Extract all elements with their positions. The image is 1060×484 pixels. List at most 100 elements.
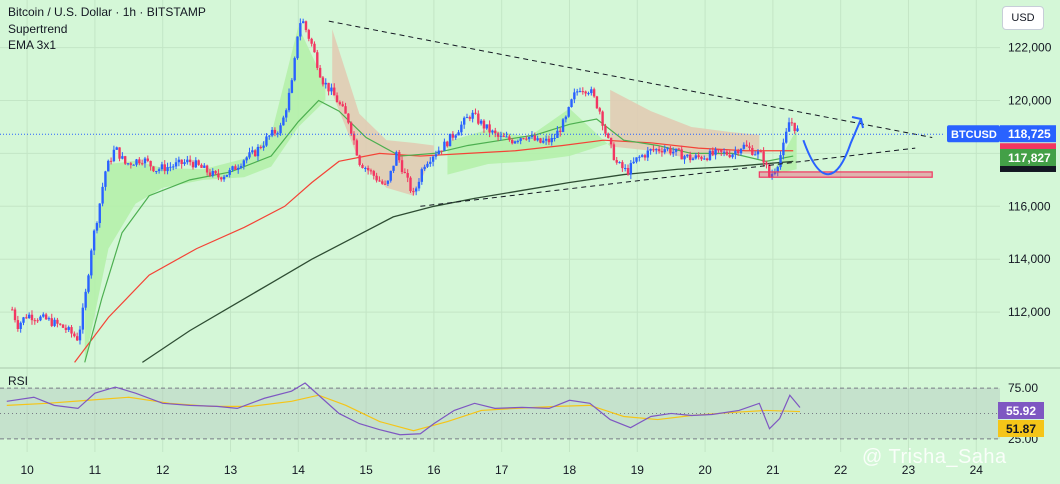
candle-body — [672, 151, 675, 154]
candle-body — [691, 158, 695, 161]
candle-body — [42, 314, 45, 317]
candle-body — [36, 320, 39, 322]
candle-body — [217, 173, 220, 178]
candle-body — [92, 230, 96, 251]
candle-body — [265, 136, 268, 146]
candle-body — [638, 156, 641, 158]
candle-body — [366, 167, 370, 171]
y-axis-labels: 122,000120,000118,000116,000114,000112,0… — [1008, 41, 1052, 319]
rsi-value-tag-text: 55.92 — [1006, 404, 1036, 418]
candle-body — [434, 154, 438, 157]
candle-body — [720, 149, 723, 152]
indicator-ema-label[interactable]: EMA 3x1 — [8, 38, 57, 52]
candle-body — [75, 336, 79, 341]
ema-slow-line — [142, 160, 794, 363]
candle-body — [550, 138, 553, 143]
candle-body — [398, 152, 401, 161]
y-tick-label: 116,000 — [1008, 199, 1051, 213]
candle-body — [607, 133, 610, 138]
candle-body — [502, 135, 505, 137]
candle-body — [782, 142, 785, 156]
candle-body — [635, 157, 638, 162]
candle-body — [276, 133, 279, 135]
candle-body — [149, 160, 152, 167]
candle-body — [592, 89, 596, 97]
x-tick-label: 12 — [156, 463, 170, 477]
candle-body — [30, 314, 34, 321]
candle-body — [584, 91, 587, 94]
rsi-ma-tag-bg — [998, 420, 1044, 437]
candle-body — [44, 314, 48, 320]
candle-body — [567, 107, 570, 117]
candle-body — [304, 21, 308, 31]
candle-body — [573, 92, 576, 100]
candle-body — [98, 203, 101, 224]
candle-body — [604, 125, 607, 134]
candle-body — [423, 166, 426, 170]
candle-body — [321, 77, 325, 85]
x-tick-label: 23 — [902, 463, 916, 477]
candle-body — [180, 159, 183, 165]
candle-body — [429, 161, 432, 164]
candle-body — [372, 171, 375, 176]
candle-body — [378, 180, 381, 182]
candle-body — [530, 135, 534, 137]
candle-body — [242, 160, 246, 167]
candle-body — [316, 52, 319, 68]
candle-body — [787, 122, 791, 132]
candle-body — [389, 170, 392, 181]
candle-body — [745, 144, 748, 147]
candle-body — [561, 119, 565, 132]
candle-body — [347, 113, 350, 123]
candle-body — [152, 166, 155, 172]
x-tick-label: 16 — [427, 463, 441, 477]
y-tick-label: 122,000 — [1008, 41, 1052, 55]
candle-body — [386, 180, 390, 184]
candle-body — [708, 150, 712, 161]
candle-body — [307, 30, 311, 39]
rsi-pane-label[interactable]: RSI — [8, 374, 29, 388]
candle-body — [327, 82, 330, 92]
candle-body — [118, 147, 121, 159]
candle-body — [796, 128, 799, 132]
candle-body — [477, 113, 480, 124]
indicator-supertrend-label[interactable]: Supertrend — [8, 22, 68, 36]
candle-body — [711, 150, 714, 155]
candle-body — [575, 91, 579, 93]
rsi-value-tag-bg — [998, 402, 1044, 419]
symbol-tag-text: BTCUSD — [951, 129, 997, 141]
candle-body — [697, 155, 700, 157]
currency-button[interactable]: USD — [1002, 6, 1044, 30]
candle-body — [70, 327, 73, 334]
candle-body — [420, 169, 424, 182]
candle-body — [67, 327, 70, 330]
candle-body — [381, 181, 384, 184]
candle-body — [101, 186, 104, 204]
candle-body — [236, 167, 240, 170]
x-tick-label: 14 — [292, 463, 306, 477]
candle-body — [16, 320, 20, 329]
candle-body — [273, 129, 277, 134]
candles-group — [11, 18, 799, 345]
candle-body — [169, 166, 172, 168]
candle-body — [123, 156, 127, 164]
candle-body — [677, 148, 681, 150]
candle-body — [358, 155, 361, 165]
candle-body — [279, 125, 282, 134]
candle-body — [121, 156, 124, 159]
candle-body — [64, 327, 68, 330]
candle-body — [412, 191, 415, 193]
candle-body — [383, 183, 387, 185]
x-tick-label: 13 — [224, 463, 238, 477]
candle-body — [519, 138, 522, 141]
candle-body — [488, 124, 491, 133]
candle-body — [762, 151, 765, 163]
candle-body — [570, 99, 573, 108]
candle-body — [657, 149, 661, 152]
candle-body — [621, 162, 624, 169]
rsi-tick-label: 75.00 — [1008, 381, 1038, 395]
candle-body — [157, 169, 161, 172]
ema-fast-line — [84, 99, 794, 363]
candle-body — [465, 117, 469, 119]
